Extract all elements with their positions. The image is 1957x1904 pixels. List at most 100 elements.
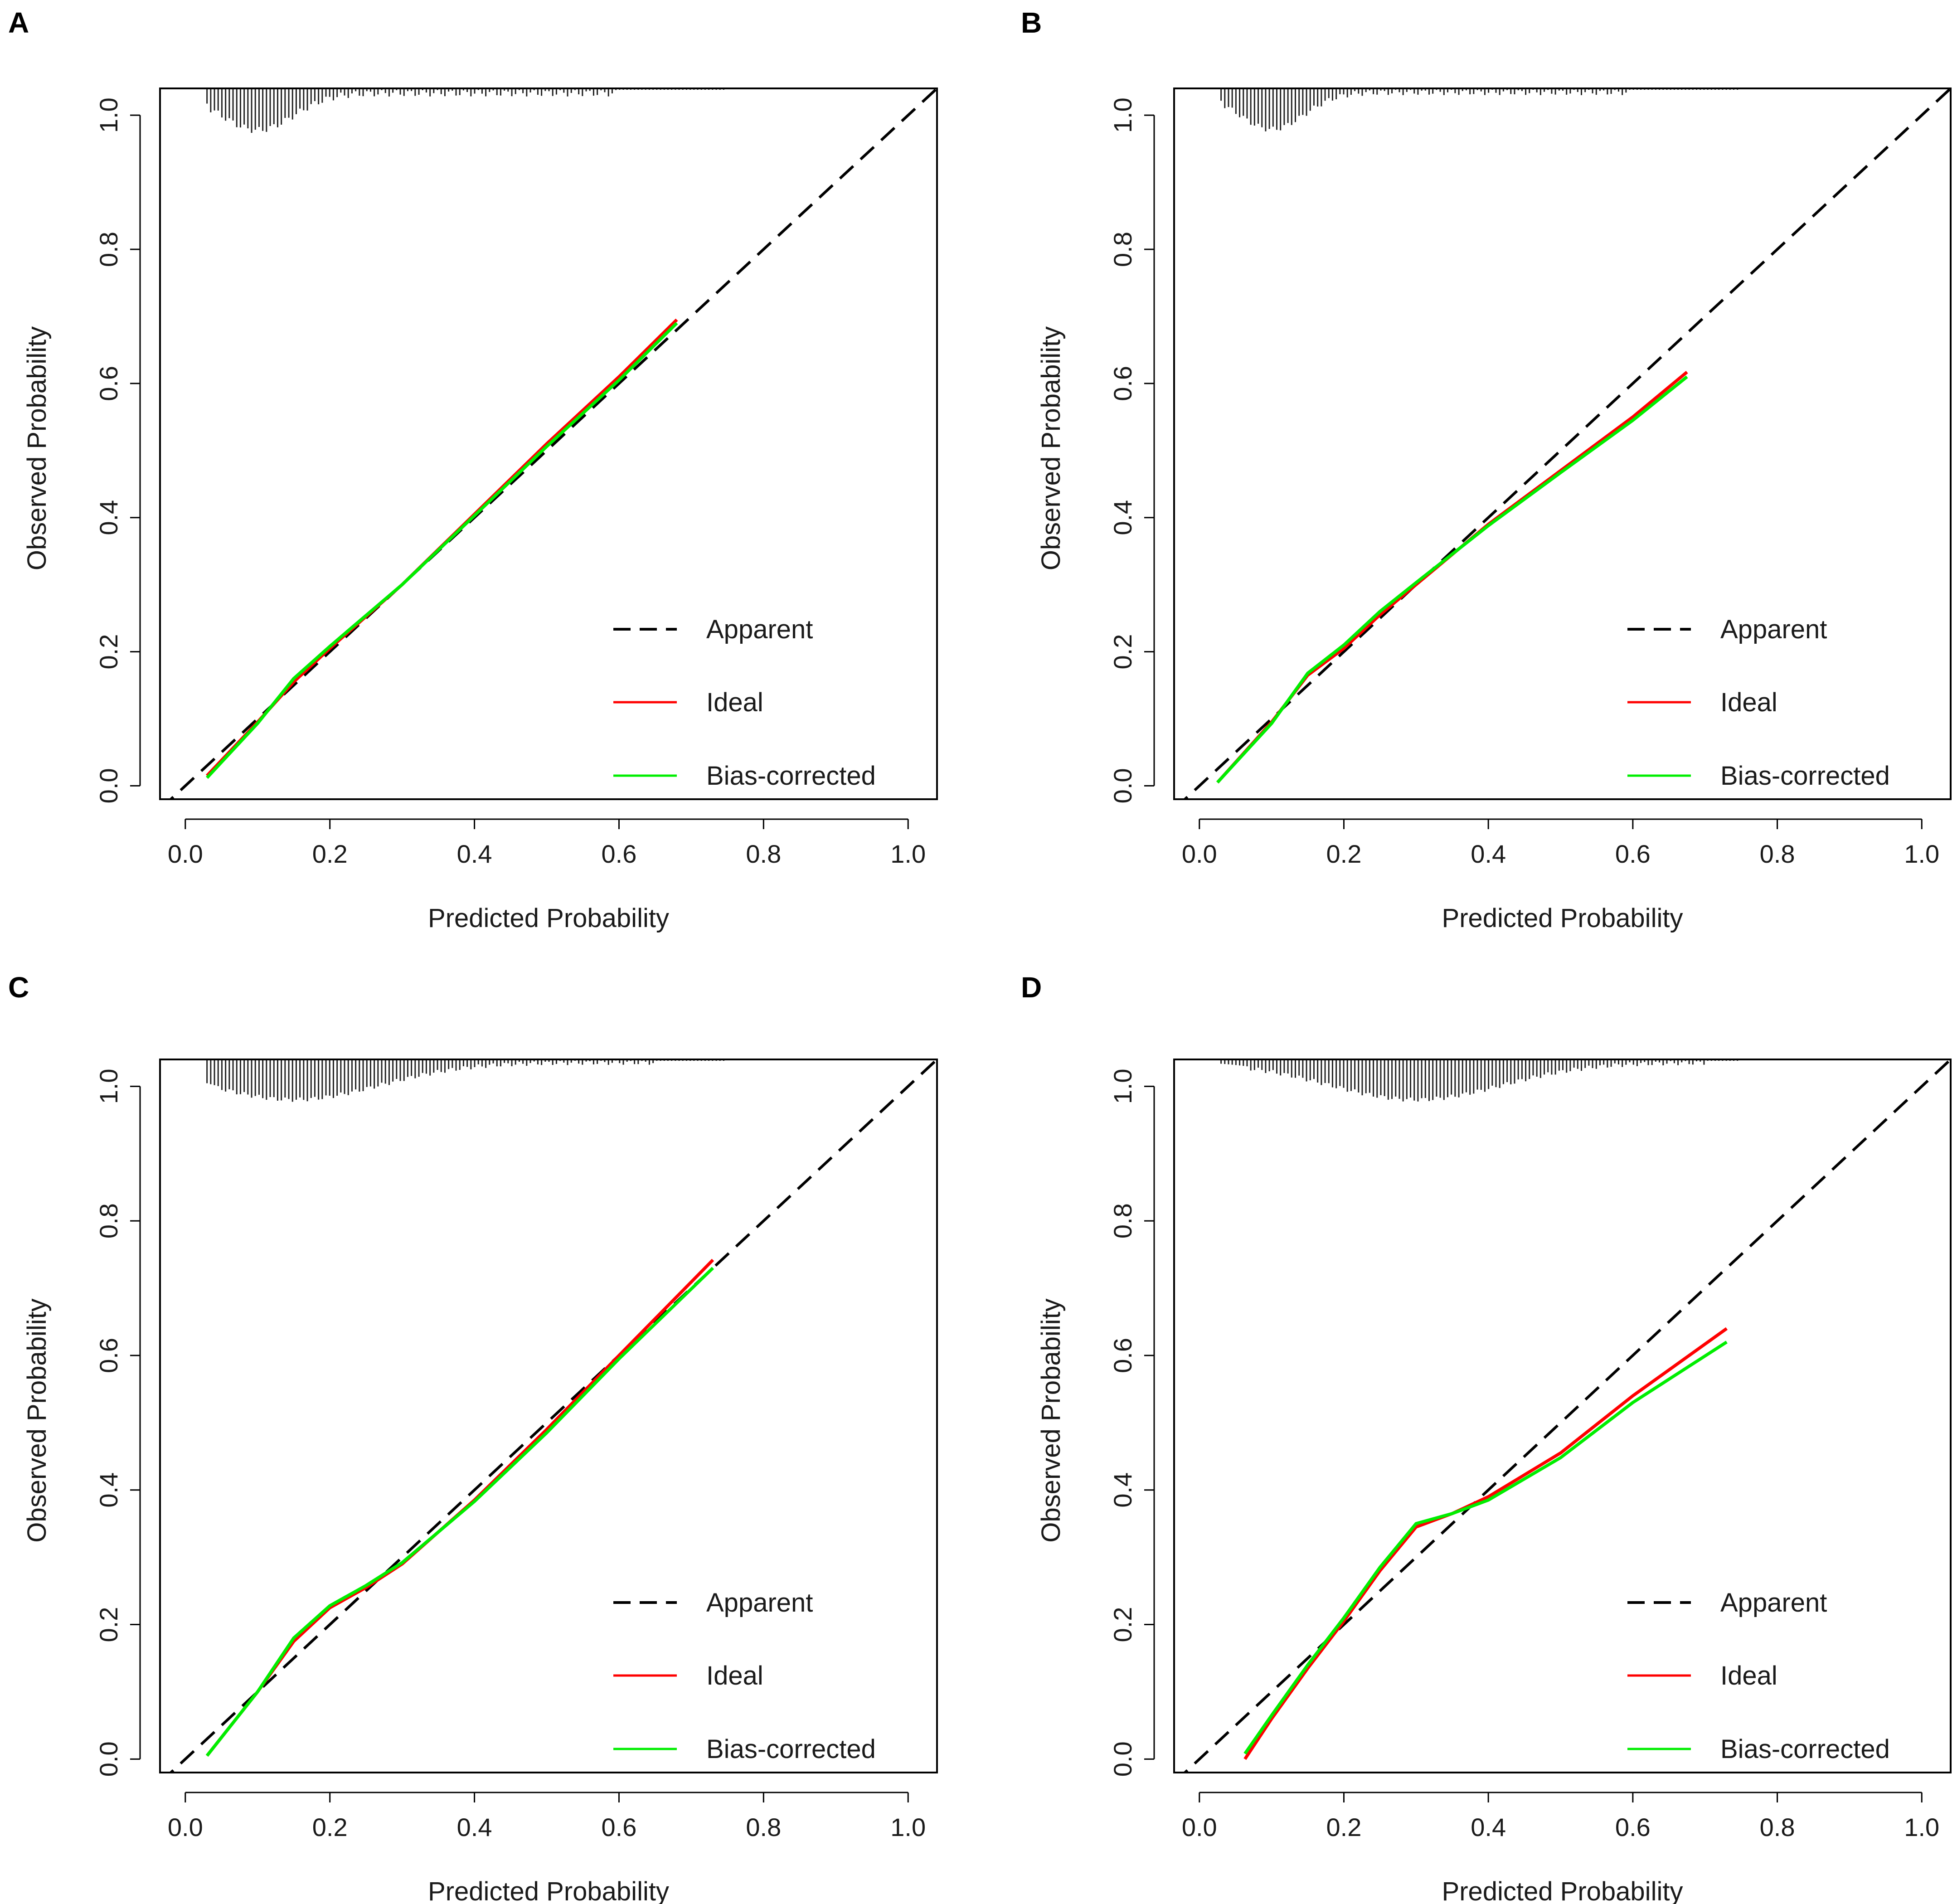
legend: Apparent Ideal Bias-corrected (613, 615, 876, 791)
x-tick-label: 0.6 (602, 1813, 637, 1841)
x-tick-label: 1.0 (1904, 840, 1939, 868)
x-axis-title: Predicted Probability (428, 1877, 669, 1904)
chart-panel-a: A 0.0 0.2 0.4 0.6 0.8 1.0 0.0 0.2 0.4 0.6 0.8 1.0 Pre… (8, 6, 938, 933)
x-tick-label: 0.8 (746, 840, 781, 868)
series-line-apparent (1183, 1059, 1951, 1773)
rug-plot (1220, 1059, 1738, 1102)
y-tick-label: 0.2 (94, 1607, 123, 1642)
y-tick-label: 0.2 (1108, 634, 1137, 670)
y-axis-title: Observed Probability (1036, 326, 1066, 570)
x-tick-label: 0.0 (1182, 840, 1217, 868)
legend-label: Bias-corrected (706, 1734, 876, 1764)
rug-plot (1220, 88, 1738, 131)
x-tick-label: 0.2 (312, 840, 348, 868)
y-axis-title: Observed Probability (22, 326, 52, 570)
legend-label: Ideal (706, 688, 763, 717)
rug-plot (206, 88, 724, 133)
y-axis-title: Observed Probability (1036, 1298, 1066, 1542)
x-tick-label: 0.4 (1471, 840, 1506, 868)
x-tick-label: 0.8 (1760, 1813, 1795, 1841)
x-tick-label: 0.8 (746, 1813, 781, 1841)
x-tick-label: 0.4 (1471, 1813, 1506, 1841)
series-line-apparent (169, 1059, 937, 1773)
y-tick-label: 0.8 (1108, 1203, 1137, 1239)
chart-panel-d: D 0.0 0.2 0.4 0.6 0.8 1.0 0.0 0.2 0.4 0.6 0.8 1.0 Pre… (1021, 971, 1952, 1904)
y-tick-label: 0.6 (94, 366, 123, 401)
chart-panel-c: C 0.0 0.2 0.4 0.6 0.8 1.0 0.0 0.2 0.4 0.6 0.8 1.0 Pre… (8, 971, 938, 1904)
plot-area (169, 88, 937, 799)
y-tick-label: 0.6 (94, 1338, 123, 1373)
legend-label: Bias-corrected (1720, 1734, 1890, 1764)
x-tick-label: 0.0 (168, 1813, 203, 1841)
y-tick-label: 0.6 (1108, 366, 1137, 401)
series-line-bias-corrected (206, 322, 678, 779)
plot-area (1183, 88, 1951, 799)
y-tick-label: 0.8 (94, 1203, 123, 1239)
y-tick-label: 0.4 (94, 500, 123, 535)
x-tick-label: 0.6 (1615, 1813, 1651, 1841)
x-tick-label: 0.6 (1615, 840, 1651, 868)
y-tick-label: 0.0 (1108, 768, 1137, 803)
x-tick-label: 0.6 (602, 840, 637, 868)
panel-letter: B (1021, 6, 1042, 39)
legend-label: Ideal (706, 1661, 763, 1690)
x-axis-title: Predicted Probability (428, 903, 669, 933)
legend: Apparent Ideal Bias-corrected (1627, 615, 1890, 791)
legend: Apparent Ideal Bias-corrected (613, 1588, 876, 1764)
y-tick-label: 0.2 (1108, 1607, 1137, 1642)
legend-label: Bias-corrected (1720, 761, 1890, 791)
chart-panel-b: B 0.0 0.2 0.4 0.6 0.8 1.0 0.0 0.2 0.4 0.6 0.8 1.0 Pre… (1021, 6, 1952, 933)
x-tick-label: 0.0 (1182, 1813, 1217, 1841)
series-line-bias-corrected (1243, 1341, 1728, 1755)
x-tick-label: 0.4 (457, 840, 492, 868)
x-tick-label: 0.2 (312, 1813, 348, 1841)
legend-label: Ideal (1720, 688, 1777, 717)
y-tick-label: 1.0 (1108, 97, 1137, 133)
series-line-apparent (169, 88, 937, 799)
y-tick-label: 0.4 (94, 1472, 123, 1508)
x-tick-label: 1.0 (890, 1813, 926, 1841)
panel-letter: C (8, 971, 29, 1004)
y-axis-title: Observed Probability (22, 1298, 52, 1542)
y-tick-label: 0.8 (94, 232, 123, 267)
y-tick-label: 1.0 (94, 97, 123, 133)
x-tick-label: 0.4 (457, 1813, 492, 1841)
x-tick-label: 0.8 (1760, 840, 1795, 868)
x-axis-title: Predicted Probability (1442, 903, 1683, 933)
x-tick-label: 0.0 (168, 840, 203, 868)
x-tick-label: 1.0 (890, 840, 926, 868)
rug-plot (206, 1059, 724, 1102)
legend-label: Ideal (1720, 1661, 1777, 1690)
y-tick-label: 0.0 (1108, 1741, 1137, 1777)
plot-area (169, 1059, 937, 1773)
series-line-bias-corrected (1216, 375, 1688, 784)
x-tick-label: 1.0 (1904, 1813, 1939, 1841)
series-line-ideal (1243, 1327, 1728, 1760)
legend-label: Apparent (1720, 1588, 1827, 1617)
y-tick-label: 0.4 (1108, 1472, 1137, 1508)
plot-frame (159, 87, 938, 800)
series-line-bias-corrected (205, 1267, 714, 1757)
y-tick-label: 0.2 (94, 634, 123, 670)
legend: Apparent Ideal Bias-corrected (1627, 1588, 1890, 1764)
y-tick-label: 0.6 (1108, 1338, 1137, 1373)
y-tick-label: 0.8 (1108, 232, 1137, 267)
plot-frame (1173, 1059, 1952, 1773)
panel-letter: D (1021, 971, 1042, 1004)
plot-area (1183, 1059, 1951, 1773)
y-tick-label: 1.0 (94, 1069, 123, 1104)
legend-label: Apparent (706, 615, 813, 644)
y-tick-label: 0.0 (94, 768, 123, 803)
legend-label: Apparent (706, 1588, 813, 1617)
y-tick-label: 0.4 (1108, 500, 1137, 535)
y-tick-label: 0.0 (94, 1741, 123, 1777)
panel-letter: A (8, 6, 29, 39)
y-tick-label: 1.0 (1108, 1069, 1137, 1104)
plot-frame (159, 1059, 938, 1773)
legend-label: Bias-corrected (706, 761, 876, 791)
series-line-ideal (205, 1258, 714, 1757)
series-line-apparent (1183, 88, 1951, 799)
x-tick-label: 0.2 (1326, 1813, 1362, 1841)
x-axis-title: Predicted Probability (1442, 1877, 1683, 1904)
